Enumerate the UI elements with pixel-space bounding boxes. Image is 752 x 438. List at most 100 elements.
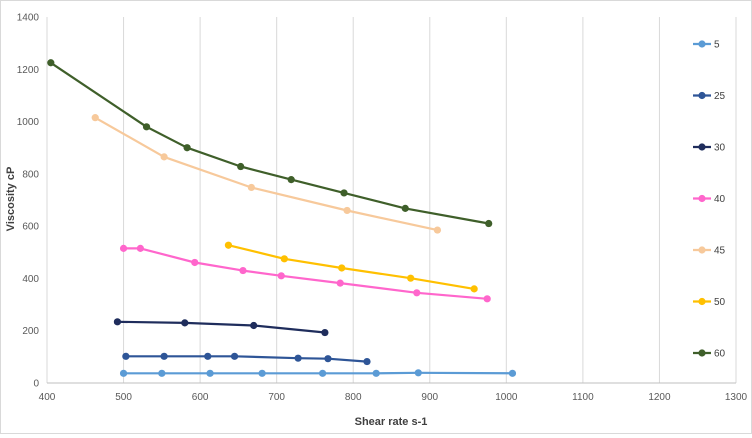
x-tick-label: 900 [421,392,438,403]
x-tick-label: 500 [115,392,132,403]
data-point [363,357,371,366]
data-point [485,219,493,228]
legend-label: 45 [714,246,726,257]
data-point [407,274,415,282]
legend-entry-50: 50 [693,297,726,308]
data-point [119,244,128,252]
data-point [258,369,266,377]
x-tick-label: 700 [268,392,285,403]
series-line-30 [117,320,326,334]
legend-swatch-marker [698,297,706,306]
data-point [191,258,199,267]
legend-entry-25: 25 [693,91,726,102]
legend-label: 25 [714,91,726,102]
series-layer [47,59,517,377]
series-5 [119,369,517,377]
data-point [508,369,517,377]
data-point [340,189,348,197]
legend-label: 60 [714,349,726,360]
data-point [47,59,55,67]
data-point [287,176,295,184]
legend-swatch-marker [698,349,706,357]
legend-swatch-marker [698,91,706,100]
series-40 [119,244,491,303]
series-line-50 [228,244,475,290]
data-point [250,321,258,330]
data-point [136,244,144,252]
data-point [160,352,168,360]
legend-entry-45: 45 [693,246,726,257]
series-45 [91,114,442,234]
x-tick-label: 1200 [648,392,671,403]
series-line-60 [50,61,489,225]
data-point [319,369,327,377]
data-point [401,204,409,212]
series-30 [113,318,329,337]
y-tick-label: 800 [22,169,39,180]
x-tick-label: 600 [192,392,209,403]
data-point [338,264,346,272]
data-point [413,289,421,297]
data-point [277,272,285,280]
data-point [181,319,189,327]
data-point [204,352,212,360]
legend-entry-30: 30 [693,143,726,154]
x-tick-label: 800 [345,392,362,403]
data-point [336,279,344,287]
y-tick-label: 0 [33,379,39,390]
data-point [113,318,122,326]
legend: 5 25 30 40 45 50 60 [693,40,726,360]
grid-layer [46,17,737,383]
y-tick-label: 200 [22,326,39,337]
y-tick-label: 600 [22,222,39,233]
y-tick-label: 400 [22,274,39,285]
series-line-5 [123,371,513,375]
series-50 [224,241,478,293]
legend-label: 50 [714,297,726,308]
x-tick-label: 1100 [572,392,594,403]
data-point [158,369,166,377]
data-point [142,123,151,131]
data-point [247,183,256,192]
data-point [224,241,233,249]
y-tick-label: 1200 [17,65,40,76]
legend-swatch-marker [698,194,706,203]
data-point [343,206,351,215]
data-point [294,354,302,362]
series-25 [122,352,371,366]
x-tick-label: 1000 [495,392,518,403]
series-line-40 [123,247,488,300]
data-point [206,369,214,377]
data-point [119,369,128,377]
legend-label: 40 [714,194,726,205]
legend-label: 5 [714,40,720,51]
axis-layer: 400 500 600 700 800 900 1000 1100 1200 1300 0 200 40… [17,13,748,404]
data-point [414,369,422,377]
legend-swatch-marker [698,40,706,48]
data-point [237,162,245,171]
x-tick-label: 1300 [725,392,748,403]
data-point [321,328,329,337]
legend-entry-5: 5 [693,40,720,51]
legend-entry-60: 60 [693,349,726,360]
data-point [239,266,247,275]
y-axis-title: Viscosity cP [5,167,17,232]
legend-swatch-marker [698,246,706,254]
data-point [372,369,380,377]
data-point [160,153,168,161]
series-60 [47,59,493,228]
data-point [433,226,442,234]
data-point [324,355,332,363]
y-tick-label: 1400 [17,13,40,24]
data-point [122,352,130,360]
legend-swatch-marker [698,143,706,151]
data-point [91,114,99,122]
legend-label: 30 [714,143,726,154]
data-point [470,285,478,293]
x-axis-title: Shear rate s-1 [355,416,428,428]
data-point [230,352,239,360]
y-tick-label: 1000 [17,117,40,128]
legend-entry-40: 40 [693,194,726,205]
data-point [483,295,491,303]
